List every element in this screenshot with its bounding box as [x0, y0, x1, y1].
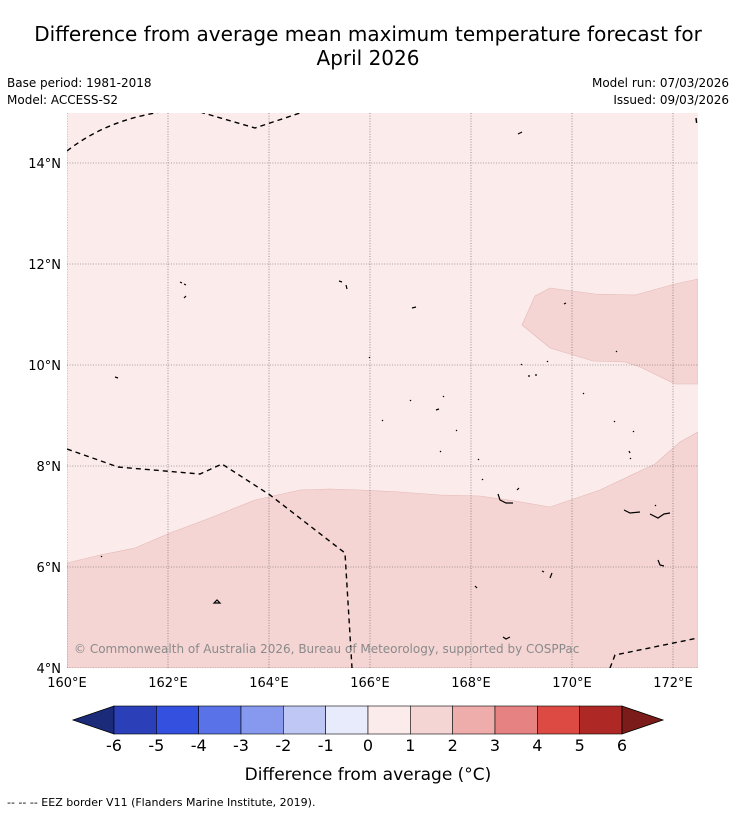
colorbar-cell: [494, 705, 538, 735]
colorbar-cell: [367, 705, 411, 735]
islands: [100, 131, 671, 640]
lon-label: 160°E: [47, 676, 87, 691]
region-darker-south: [67, 431, 698, 668]
lon-label: 170°E: [552, 676, 592, 691]
colorbar-tick-label: -1: [318, 736, 334, 755]
colorbar-arrow-high: [621, 705, 665, 735]
colorbar-title: Difference from average (°C): [245, 765, 492, 785]
chart-title: Difference from average mean maximum tem…: [0, 22, 736, 70]
title-line-1: Difference from average mean maximum tem…: [34, 22, 702, 46]
meta-left: Base period: 1981-2018 Model: ACCESS-S2: [7, 75, 152, 109]
lat-label: 4°N: [37, 662, 62, 677]
colorbar-cell: [325, 705, 369, 735]
eez-footnote: -- -- -- EEZ border V11 (Flanders Marine…: [7, 796, 316, 809]
colorbar-tick-label: 1: [405, 736, 415, 755]
colorbar-cell: [113, 705, 157, 735]
lat-label: 8°N: [37, 460, 62, 475]
colorbar-tick-label: 2: [448, 736, 458, 755]
lat-label: 14°N: [28, 157, 61, 172]
colorbar-cell: [452, 705, 496, 735]
colorbar-cell: [156, 705, 199, 735]
colorbar-tick-label: 5: [575, 736, 585, 755]
colorbar-cell: [579, 705, 623, 735]
meta-right: Model run: 07/03/2026 Issued: 09/03/2026: [592, 75, 729, 109]
colorbar-cell: [283, 705, 326, 735]
colorbar-tick-label: -4: [191, 736, 207, 755]
colorbar-tick-label: -2: [275, 736, 291, 755]
colorbar-tick-label: 6: [617, 736, 627, 755]
lon-label: 172°E: [653, 676, 693, 691]
lon-label: 162°E: [148, 676, 188, 691]
lon-label: 166°E: [350, 676, 390, 691]
colorbar-tick-label: 0: [363, 736, 373, 755]
model-text: Model: ACCESS-S2: [7, 93, 119, 107]
colorbar-arrow-low: [71, 705, 115, 735]
lon-label: 168°E: [451, 676, 491, 691]
colorbar-cell: [410, 705, 453, 735]
eez-borders: [67, 113, 698, 668]
lat-labels: 14°N 12°N 10°N 8°N 6°N 4°N: [28, 157, 61, 677]
colorbar-tick-label: 3: [490, 736, 500, 755]
model-run-text: Model run: 07/03/2026: [591, 76, 729, 90]
title-line-2: April 2026: [316, 46, 420, 70]
lat-label: 12°N: [28, 258, 61, 273]
colorbar-tick-label: 4: [532, 736, 542, 755]
lon-label: 164°E: [249, 676, 289, 691]
copyright-text: © Commonwealth of Australia 2026, Bureau…: [74, 642, 579, 656]
lat-label: 6°N: [37, 561, 62, 576]
base-period-text: Base period: 1981-2018: [7, 76, 152, 90]
lon-labels: 160°E 162°E 164°E 166°E 168°E 170°E 172°…: [47, 676, 693, 691]
map-area: © Commonwealth of Australia 2026, Bureau…: [67, 113, 698, 668]
region-darker-east: [521, 278, 698, 385]
gridlines: [67, 113, 698, 668]
colorbar-ticks: -6 -5 -4 -3 -2 -1 0 1 2 3 4 5 6: [106, 736, 627, 755]
colorbar-cells: [71, 705, 665, 735]
colorbar-tick-label: -5: [148, 736, 164, 755]
lat-label: 10°N: [28, 359, 61, 374]
colorbar-cell: [240, 705, 284, 735]
colorbar-cell: [537, 705, 580, 735]
colorbar: -6 -5 -4 -3 -2 -1 0 1 2 3 4 5 6 Difference from aver…: [71, 705, 665, 785]
issued-text: Issued: 09/03/2026: [613, 93, 729, 107]
colorbar-cell: [198, 705, 242, 735]
colorbar-tick-label: -3: [233, 736, 249, 755]
colorbar-tick-label: -6: [106, 736, 122, 755]
